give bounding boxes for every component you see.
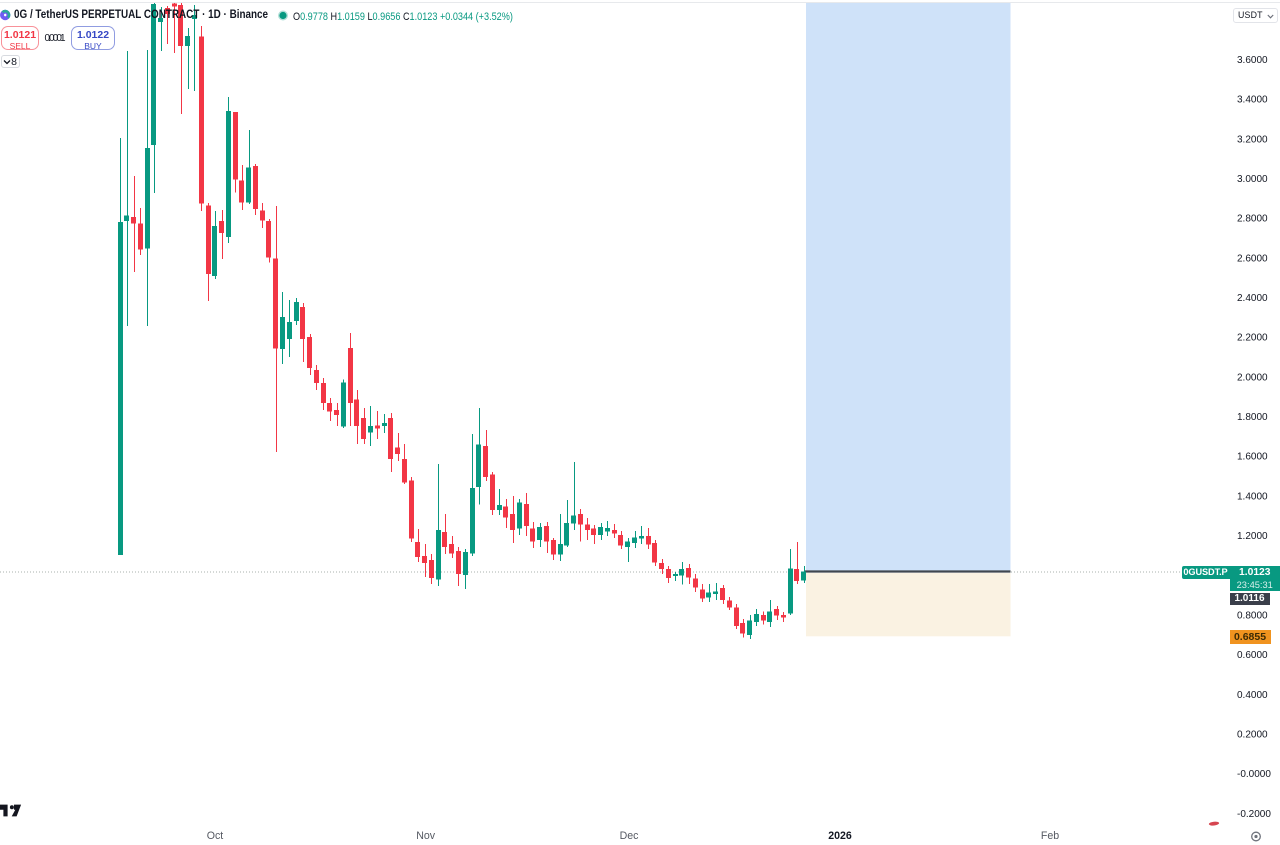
svg-text:Nov: Nov — [416, 830, 436, 842]
svg-text:1.6000: 1.6000 — [1237, 452, 1268, 463]
svg-text:Oct: Oct — [207, 830, 224, 842]
svg-text:2.8000: 2.8000 — [1237, 214, 1268, 225]
svg-text:0.8000: 0.8000 — [1237, 610, 1268, 621]
svg-text:Dec: Dec — [620, 830, 640, 842]
svg-text:2.4000: 2.4000 — [1237, 293, 1268, 304]
svg-text:2026: 2026 — [828, 830, 852, 842]
svg-text:0.6000: 0.6000 — [1237, 650, 1268, 661]
svg-text:1.2000: 1.2000 — [1237, 531, 1268, 542]
svg-text:0.4000: 0.4000 — [1237, 690, 1268, 701]
svg-text:3.4000: 3.4000 — [1237, 95, 1268, 106]
svg-text:-0.0000: -0.0000 — [1237, 769, 1271, 780]
svg-text:1.4000: 1.4000 — [1237, 491, 1268, 502]
svg-text:2.6000: 2.6000 — [1237, 253, 1268, 264]
svg-text:3.6000: 3.6000 — [1237, 55, 1268, 66]
svg-text:0.2000: 0.2000 — [1237, 730, 1268, 741]
svg-text:2.2000: 2.2000 — [1237, 333, 1268, 344]
svg-text:3.2000: 3.2000 — [1237, 134, 1268, 145]
svg-text:1.8000: 1.8000 — [1237, 412, 1268, 423]
svg-text:Feb: Feb — [1041, 830, 1059, 842]
svg-text:2.0000: 2.0000 — [1237, 372, 1268, 383]
svg-text:-0.2000: -0.2000 — [1237, 809, 1271, 820]
svg-text:3.0000: 3.0000 — [1237, 174, 1268, 185]
